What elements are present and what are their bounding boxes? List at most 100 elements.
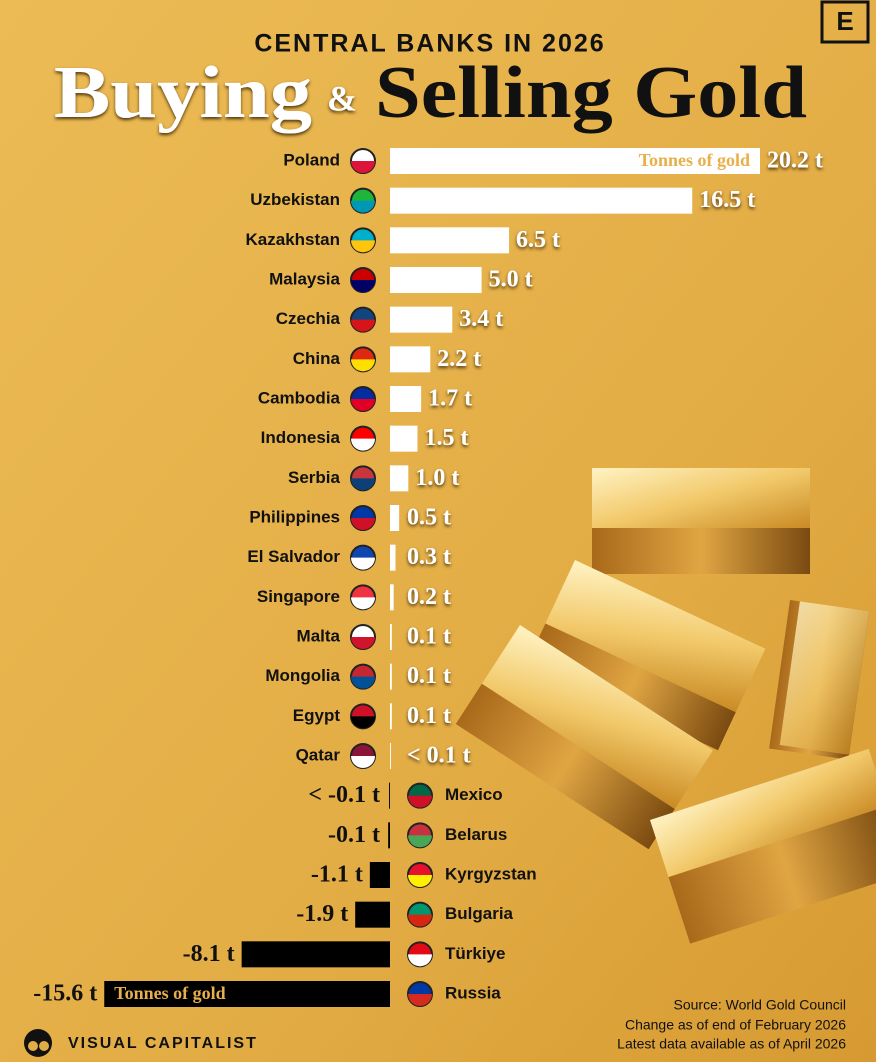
flag-half xyxy=(351,280,375,292)
logo-icon-detail xyxy=(39,1041,49,1051)
country-label: Malta xyxy=(297,626,341,645)
title-selling: Selling Gold xyxy=(375,52,807,134)
value-label: 6.5 t xyxy=(516,227,560,253)
bar xyxy=(390,624,392,650)
value-label: 20.2 t xyxy=(767,148,823,174)
bar xyxy=(104,981,391,1007)
bar xyxy=(355,901,390,928)
value-label: 0.2 t xyxy=(407,584,451,610)
badge: E xyxy=(820,0,870,44)
bar xyxy=(390,346,431,373)
bar xyxy=(390,227,510,254)
bar-annotation: Tonnes of gold xyxy=(639,150,750,170)
country-label: Cambodia xyxy=(258,388,341,407)
flag-half xyxy=(351,557,375,570)
country-label: Singapore xyxy=(257,587,340,606)
country-label: Serbia xyxy=(288,468,341,487)
country-label: China xyxy=(293,349,341,368)
bar xyxy=(390,386,422,412)
value-label: -0.1 t xyxy=(328,822,380,848)
value-label: -1.9 t xyxy=(296,901,348,927)
value-label: 0.1 t xyxy=(407,663,451,689)
bar-annotation: Tonnes of gold xyxy=(114,983,225,1003)
bar xyxy=(390,703,392,730)
bar xyxy=(390,505,400,531)
flag-half xyxy=(351,597,375,610)
supertitle: CENTRAL BANKS IN 2026 xyxy=(254,30,605,58)
flag-half xyxy=(408,914,432,927)
value-label: 0.1 t xyxy=(407,624,451,650)
bar xyxy=(241,941,390,968)
badge-box xyxy=(820,0,870,44)
value-label: 1.7 t xyxy=(428,386,472,412)
flag-half xyxy=(408,954,432,967)
flag-half xyxy=(408,875,432,887)
country-label: Philippines xyxy=(249,507,340,526)
flag-half xyxy=(351,518,375,530)
bar xyxy=(389,782,390,809)
logo-icon-detail xyxy=(28,1041,38,1051)
logo-text: VISUAL CAPITALIST xyxy=(68,1035,258,1052)
country-label: Belarus xyxy=(445,825,507,844)
bar-rows: Poland 20.2 t Tonnes of gold Uzbekistan 16.5… xyxy=(33,148,823,1007)
value-label: 0.3 t xyxy=(407,544,451,570)
logo: VISUAL CAPITALIST xyxy=(24,1029,258,1057)
bar xyxy=(390,465,409,492)
flag-half xyxy=(351,716,375,729)
bar xyxy=(390,187,693,214)
value-label: -1.1 t xyxy=(311,862,363,888)
country-label: Czechia xyxy=(276,309,341,328)
country-label: Bulgaria xyxy=(445,904,514,923)
value-label: -8.1 t xyxy=(183,941,235,967)
bar xyxy=(390,267,482,293)
value-label: 5.0 t xyxy=(489,267,533,293)
country-label: Mongolia xyxy=(265,666,340,685)
title-buying: Buying xyxy=(54,52,312,134)
value-label: < -0.1 t xyxy=(308,782,380,808)
gold-bars-illustration xyxy=(455,468,876,944)
flag-half xyxy=(351,200,375,213)
value-label: 1.5 t xyxy=(424,425,468,451)
source-line: Change as of end of February 2026 xyxy=(625,1017,846,1033)
country-label: Russia xyxy=(445,983,501,1002)
country-label: Mexico xyxy=(445,785,503,804)
flag-half xyxy=(351,676,375,689)
bar xyxy=(390,544,396,571)
country-label: Egypt xyxy=(293,706,341,725)
bar xyxy=(369,862,390,888)
country-label: Poland xyxy=(283,150,340,169)
flag-half xyxy=(408,795,432,808)
bar xyxy=(390,584,394,611)
country-label: Uzbekistan xyxy=(250,190,340,209)
value-label: 16.5 t xyxy=(699,187,755,213)
badge-letter: E xyxy=(836,6,853,36)
country-label: Kazakhstan xyxy=(246,230,340,249)
country-label: El Salvador xyxy=(247,547,340,566)
flag-half xyxy=(351,319,375,332)
flag-half xyxy=(408,835,432,848)
value-label: < 0.1 t xyxy=(407,743,471,769)
bar xyxy=(390,663,392,690)
value-label: 1.0 t xyxy=(415,465,459,491)
country-label: Qatar xyxy=(296,745,341,764)
flag-half xyxy=(351,359,375,372)
value-label: 0.5 t xyxy=(407,505,451,531)
bar xyxy=(390,306,453,333)
value-label: -15.6 t xyxy=(33,981,97,1007)
flag-half xyxy=(351,478,375,491)
country-label: Türkiye xyxy=(445,944,505,963)
bar xyxy=(390,425,418,452)
country-label: Malaysia xyxy=(269,269,340,288)
source-line: Latest data available as of April 2026 xyxy=(617,1036,846,1052)
value-label: 2.2 t xyxy=(437,346,481,372)
bar xyxy=(388,822,390,849)
flag-half xyxy=(351,438,375,451)
flag-half xyxy=(351,637,375,649)
flag-half xyxy=(351,240,375,253)
bar xyxy=(390,148,760,174)
value-label: 0.1 t xyxy=(407,703,451,729)
flag-half xyxy=(351,756,375,768)
value-label: 3.4 t xyxy=(459,306,503,332)
